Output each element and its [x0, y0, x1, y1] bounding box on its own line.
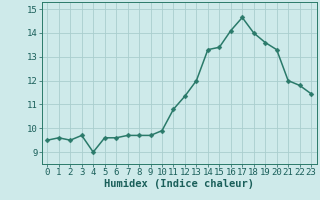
X-axis label: Humidex (Indice chaleur): Humidex (Indice chaleur): [104, 179, 254, 189]
